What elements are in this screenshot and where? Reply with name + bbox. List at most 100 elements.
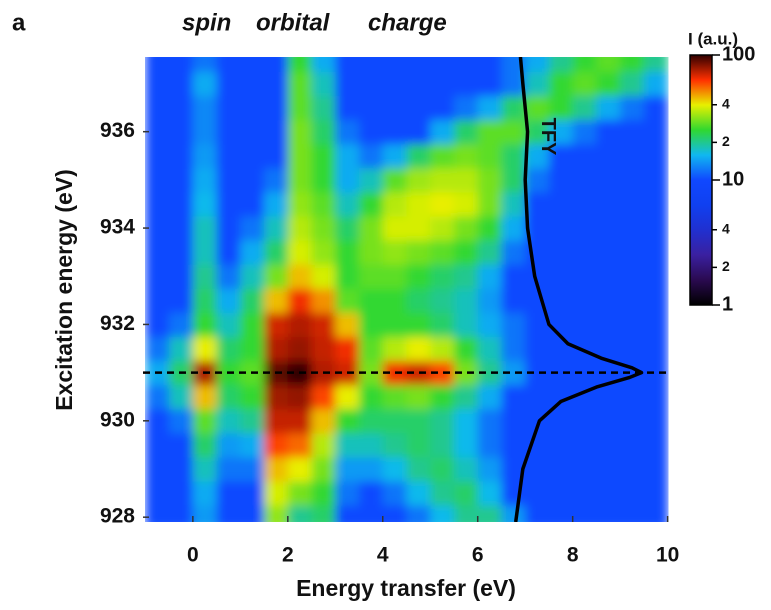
heatmap-cell [145,408,170,434]
heatmap-cell [430,432,455,458]
heatmap-cell [382,71,407,97]
heatmap-cell [311,288,336,313]
heatmap-cell [477,143,502,169]
heatmap-cell [382,312,407,337]
colorbar-tick-label: 10 [722,168,744,190]
tfy-line [513,57,644,522]
heatmap-cell [430,57,455,72]
heatmap-cell [311,481,336,506]
heatmap-cell [501,288,526,313]
heatmap-cell [620,95,645,121]
heatmap-cell [335,505,360,522]
heatmap-cell [501,167,526,193]
heatmap-cell [477,432,502,458]
heatmap-cell [643,167,669,193]
heatmap-cell [240,481,265,506]
heatmap-cell [311,384,336,410]
colorbar-tick-label: 4 [722,220,730,236]
heatmap-cell [216,216,241,241]
heatmap-cell [643,288,669,313]
heatmap-cell [335,288,360,313]
heatmap-cell [643,216,669,241]
heatmap-cell [643,432,669,458]
heatmap-cell [216,384,241,410]
heatmap-cell [406,119,431,145]
heatmap-cell [430,95,455,121]
heatmap-cell [477,216,502,241]
heatmap-cell [620,336,645,362]
heatmap-cell [240,288,265,313]
heatmap-cell [477,191,502,217]
heatmap-cell [287,481,313,506]
heatmap-cell [240,312,265,337]
heatmap-cell [264,288,289,313]
heatmap-cell [596,288,621,313]
heatmap-cell [430,119,455,145]
heatmap-cell [359,408,384,434]
heatmap-cell [525,456,550,482]
heatmap-cell [192,481,218,506]
heatmap-cell [264,432,289,458]
heatmap-cell [169,336,194,362]
heatmap-cell [287,71,313,97]
heatmap-cell [596,240,621,265]
heatmap-cell [287,191,313,217]
heatmap-cell [406,240,431,265]
heatmap-cell [264,505,289,522]
heatmap-cell [311,505,336,522]
heatmap-cell [264,71,289,97]
heatmap-cell [264,167,289,193]
heatmap-cell [548,264,574,289]
heatmap-cell [216,456,241,482]
colorbar-tick-label: 4 [722,95,730,111]
heatmap-cell [572,312,597,337]
heatmap-cell [382,119,407,145]
heatmap-cell [216,481,241,506]
heatmap-cell [620,456,645,482]
heatmap-cell [359,505,384,522]
heatmap-cell [406,312,431,337]
heatmap-cell [382,481,407,506]
heatmap-cell [453,505,479,522]
heatmap-cell [406,167,431,193]
heatmap-cell [240,264,265,289]
heatmap-cell [572,143,597,169]
heatmap-cell [453,408,479,434]
heatmap-cell [335,384,360,410]
heatmap-cell [548,432,574,458]
heatmap-cell [359,432,384,458]
heatmap-cell [192,143,218,169]
heatmap-cell [453,264,479,289]
heatmap-cell [145,119,170,145]
heatmap-cell [192,167,218,193]
heatmap-cell [382,95,407,121]
heatmap-cell [453,481,479,506]
heatmap-cell [311,432,336,458]
heatmap-cell [240,167,265,193]
heatmap-cell [359,57,384,72]
heatmap-cell [359,240,384,265]
heatmap-cell [548,57,574,72]
heatmap-cell [477,71,502,97]
heatmap-cell [596,143,621,169]
heatmap-cell [169,191,194,217]
heatmap-cell [216,288,241,313]
heatmap-cell [359,264,384,289]
heatmap-cell [145,216,170,241]
heatmap-cell [335,456,360,482]
x-axis-title: Energy transfer (eV) [296,575,516,601]
heatmap-cell [548,312,574,337]
heatmap-cell [430,216,455,241]
heatmap-cell [192,216,218,241]
heatmap-cell [192,119,218,145]
heatmap-cell [643,119,669,145]
tfy-label: TFY [537,118,559,156]
heatmap-cell [525,384,550,410]
heatmap-cell [145,167,170,193]
heatmap-cell [453,240,479,265]
heatmap-cell [216,119,241,145]
heatmap-cell [620,167,645,193]
heatmap-cell [430,264,455,289]
heatmap-cell [335,408,360,434]
heatmap-cell [264,481,289,506]
